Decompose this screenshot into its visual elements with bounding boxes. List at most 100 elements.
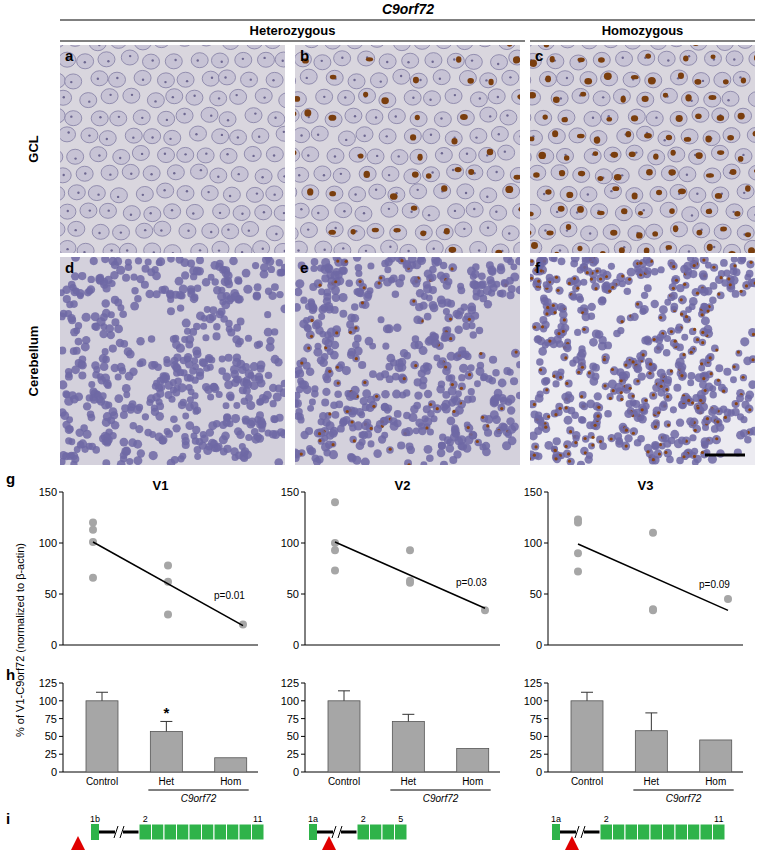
nucleus xyxy=(392,290,399,297)
nucleus xyxy=(152,272,161,281)
nucleolus xyxy=(98,45,100,46)
nucleolus xyxy=(410,211,412,213)
rna-focus xyxy=(337,381,340,384)
rna-focus xyxy=(364,171,370,178)
nucleus xyxy=(440,461,448,465)
nucleus xyxy=(535,110,552,125)
nucleus xyxy=(243,285,252,294)
nucleus xyxy=(80,203,97,218)
nucleus xyxy=(110,188,127,203)
nucleus xyxy=(334,390,342,398)
nucleus xyxy=(246,420,255,429)
nucleus xyxy=(299,319,308,328)
group-label: Homozygous xyxy=(602,23,684,38)
panel-label: b xyxy=(300,47,309,64)
nucleus xyxy=(595,169,612,184)
nucleus xyxy=(670,184,687,199)
nucleus xyxy=(488,268,496,276)
nucleus xyxy=(177,72,194,87)
nucleus xyxy=(498,45,515,50)
nucleus xyxy=(125,372,134,381)
nucleus xyxy=(83,402,91,410)
nucleus xyxy=(208,439,217,448)
nucleus xyxy=(295,108,299,123)
nucleus xyxy=(703,131,720,146)
nucleus xyxy=(330,441,337,448)
nucleus xyxy=(255,88,272,103)
nucleolus xyxy=(732,211,734,213)
nucleus xyxy=(353,257,361,262)
nucleus xyxy=(349,391,358,400)
nucleus xyxy=(452,409,459,416)
nucleus xyxy=(434,184,451,199)
nucleolus xyxy=(297,249,299,251)
rna-focus xyxy=(748,247,755,253)
nucleus xyxy=(359,166,376,181)
rna-focus xyxy=(335,331,338,334)
nucleus xyxy=(502,70,519,85)
rna-focus xyxy=(653,153,658,159)
nucleolus xyxy=(164,81,166,83)
nucleolus xyxy=(227,228,229,230)
nucleus xyxy=(60,310,67,318)
nucleus xyxy=(590,131,607,146)
nucleus xyxy=(560,186,577,201)
nucleus xyxy=(233,206,250,221)
nucleus xyxy=(177,186,194,201)
nucleus xyxy=(134,45,151,50)
nucleus xyxy=(121,50,138,65)
nucleus xyxy=(379,54,396,69)
nucleolus xyxy=(497,96,499,98)
nucleolus xyxy=(702,80,704,82)
rna-focus xyxy=(318,284,321,287)
nucleus xyxy=(220,315,228,323)
nucleus xyxy=(217,292,226,301)
nucleus xyxy=(471,270,479,278)
nucleus xyxy=(393,69,410,84)
nucleolus xyxy=(342,247,344,249)
nucleus xyxy=(222,418,230,426)
nucleus xyxy=(334,51,351,66)
nucleus xyxy=(148,335,155,342)
rna-focus xyxy=(468,373,471,376)
nucleus xyxy=(447,417,456,426)
nucleolus xyxy=(218,97,220,99)
nucleus xyxy=(384,258,393,267)
rna-focus xyxy=(531,242,538,249)
nucleolus xyxy=(283,212,285,214)
nucleolus xyxy=(120,231,122,233)
nucleolus xyxy=(397,155,399,157)
nucleus xyxy=(723,244,740,253)
nucleus xyxy=(119,438,128,447)
nucleus xyxy=(658,131,675,146)
nucleus xyxy=(712,187,729,202)
nucleus xyxy=(185,341,193,349)
nucleus xyxy=(88,186,105,201)
nucleus xyxy=(516,286,520,295)
rna-focus xyxy=(600,251,606,253)
nucleus xyxy=(98,52,115,67)
nucleolus xyxy=(307,228,309,230)
nucleus xyxy=(530,204,541,219)
nucleolus xyxy=(192,212,194,214)
nucleus xyxy=(447,53,464,68)
nucleolus xyxy=(686,174,688,176)
nucleus xyxy=(572,243,589,253)
tissue xyxy=(295,45,520,253)
nucleus xyxy=(414,45,431,49)
nucleus xyxy=(381,390,390,399)
rna-focus xyxy=(676,115,683,122)
nucleus xyxy=(735,108,752,123)
nucleus xyxy=(77,441,85,449)
nucleus xyxy=(220,148,237,163)
nucleus xyxy=(423,129,440,144)
nucleolus xyxy=(107,60,109,62)
rna-focus xyxy=(638,211,643,216)
nucleus xyxy=(126,458,133,465)
nucleus xyxy=(224,271,233,280)
nucleus xyxy=(539,224,556,239)
rna-focus xyxy=(673,225,678,232)
nucleolus xyxy=(242,58,244,60)
nucleolus xyxy=(193,95,195,97)
nucleus xyxy=(131,287,138,294)
